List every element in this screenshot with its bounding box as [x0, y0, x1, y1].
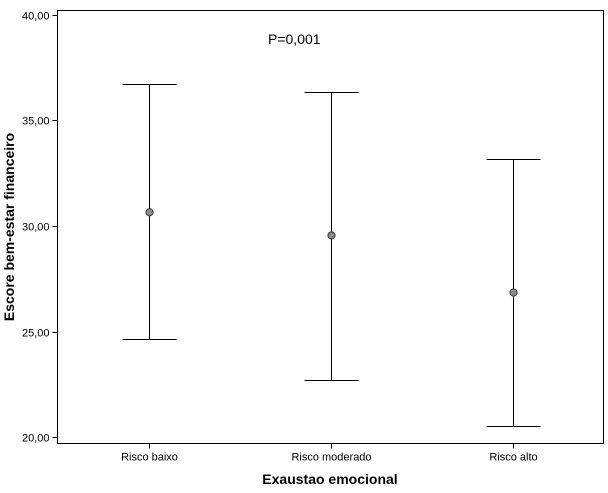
x-tick-label: Risco baixo — [121, 452, 178, 464]
error-bar-series — [122, 84, 541, 427]
x-axis-title: Exaustao emocional — [262, 471, 397, 487]
y-tick-label: 25,00 — [22, 328, 50, 340]
plot-area-frame — [57, 10, 604, 444]
p-value-annotation: P=0,001 — [268, 31, 321, 47]
x-tick-label: Risco moderado — [291, 452, 371, 464]
y-tick-label: 35,00 — [22, 116, 50, 128]
y-axis-title: Escore bem-estar financeiro — [1, 133, 17, 321]
y-tick-label: 20,00 — [22, 433, 50, 445]
y-axis: 20,00 25,00 30,00 35,00 40,00 — [22, 11, 58, 445]
mean-marker — [327, 231, 336, 240]
y-tick-label: 30,00 — [22, 222, 50, 234]
mean-marker — [145, 208, 154, 217]
x-tick-label: Risco alto — [489, 452, 537, 464]
y-tick-label: 40,00 — [22, 11, 50, 23]
mean-marker — [509, 288, 518, 297]
x-axis: Risco baixo Risco moderado Risco alto — [121, 443, 538, 464]
